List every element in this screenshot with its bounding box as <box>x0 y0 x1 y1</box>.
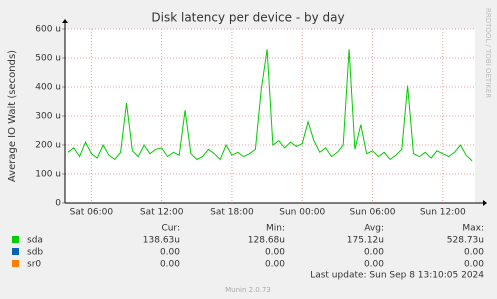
legend-header: Avg: <box>364 224 384 234</box>
legend-stat: 0.00 <box>265 260 285 270</box>
footer: Munin 2.0.73 <box>225 286 271 294</box>
y-arrow <box>62 19 68 23</box>
x-tick-label: Sat 12:00 <box>140 208 184 218</box>
x-tick-label: Sat 18:00 <box>210 208 254 218</box>
legend-name: sdb <box>27 248 43 258</box>
legend-stat: 0.00 <box>464 248 484 258</box>
chart-title: Disk latency per device - by day <box>151 11 344 25</box>
legend-stat: 175.12u <box>347 236 384 246</box>
side-text: RRDTOOL / TOBI OETIKER <box>484 8 492 98</box>
x-tick-label: Sat 06:00 <box>70 208 114 218</box>
legend-stat: 0.00 <box>265 248 285 258</box>
legend-header: Min: <box>266 224 285 234</box>
y-tick-label: 400 u <box>35 83 61 93</box>
legend-header: Max: <box>462 224 484 234</box>
legend-stat: 0.00 <box>364 248 384 258</box>
legend-swatch <box>12 260 19 267</box>
y-tick-label: 200 u <box>35 141 61 151</box>
legend-stat: 528.73u <box>447 236 484 246</box>
legend-stat: 0.00 <box>464 260 484 270</box>
legend-stat: 138.63u <box>143 236 180 246</box>
legend-swatch <box>12 248 19 255</box>
x-tick-label: Sun 12:00 <box>420 208 466 218</box>
y-tick-label: 600 u <box>35 25 61 35</box>
x-tick-label: Sun 06:00 <box>350 208 396 218</box>
y-tick-label: 0 <box>55 199 61 209</box>
y-tick-label: 300 u <box>35 112 61 122</box>
last-update: Last update: Sun Sep 8 13:10:05 2024 <box>310 271 484 281</box>
y-tick-label: 500 u <box>35 54 61 64</box>
x-arrow <box>483 200 487 206</box>
y-axis-label: Average IO Wait (seconds) <box>7 50 18 182</box>
legend-swatch <box>12 236 19 243</box>
legend-name: sda <box>27 236 43 246</box>
legend-stat: 128.68u <box>248 236 285 246</box>
legend-name: sr0 <box>27 260 41 270</box>
legend-stat: 0.00 <box>160 260 180 270</box>
x-tick-label: Sun 00:00 <box>279 208 325 218</box>
y-tick-label: 100 u <box>35 170 61 180</box>
legend-header: Cur: <box>161 224 180 234</box>
series-line <box>67 49 473 162</box>
legend-stat: 0.00 <box>160 248 180 258</box>
legend-stat: 0.00 <box>364 260 384 270</box>
